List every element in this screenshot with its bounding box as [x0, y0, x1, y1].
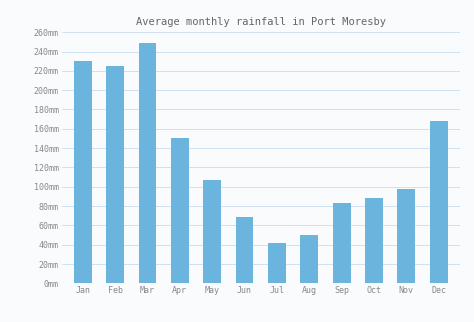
Bar	[333, 203, 351, 283]
Bar	[398, 189, 415, 283]
Bar	[138, 43, 156, 283]
Bar	[203, 180, 221, 283]
Bar	[301, 235, 318, 283]
Title: Average monthly rainfall in Port Moresby: Average monthly rainfall in Port Moresby	[136, 17, 386, 27]
Bar	[365, 198, 383, 283]
Bar	[171, 138, 189, 283]
Bar	[106, 66, 124, 283]
Bar	[236, 217, 254, 283]
Bar	[268, 243, 286, 283]
Bar	[430, 121, 447, 283]
Bar	[74, 61, 91, 283]
